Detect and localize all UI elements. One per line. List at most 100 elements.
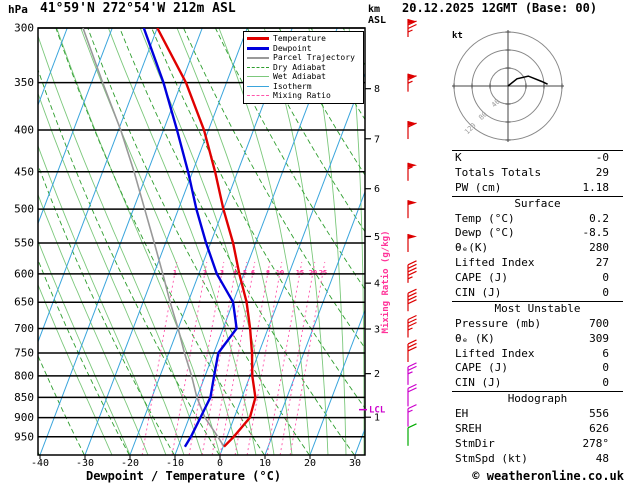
lcl-label: LCL [369,406,386,416]
isotherm-line [39,28,203,455]
table-row-value: 6 [602,346,609,360]
table-row-label: Dewp (°C) [455,226,515,240]
km-tick-label: 1 [374,413,380,424]
legend-row: Mixing Ratio [247,91,360,101]
temp-tick-label: -10 [166,458,184,469]
datetime-label: 20.12.2025 12GMT (Base: 00) [402,1,598,15]
wind-barb [407,260,417,283]
table-row: EH 556 [452,407,623,422]
km-tick-label: 6 [374,184,380,195]
legend-label: Parcel Trajectory [273,53,355,63]
mixing-ratio-value-label: 3 [220,269,224,277]
legend-row: Wet Adiabat [247,72,360,82]
parcel-trajectory-curve [82,28,225,448]
sounding-curves [82,28,257,448]
pressure-tick-label: 750 [14,346,34,359]
wind-barb [407,362,417,385]
pressure-unit-label: hPa [8,3,28,16]
pressure-tick-label: 700 [14,322,34,335]
legend-row: Dewpoint [247,44,360,54]
wind-barb [407,200,417,219]
wet-adiabat-line [38,92,185,455]
hodograph-ring-label: 120 [463,121,478,136]
table-row-label: Temp (°C) [455,211,515,225]
table-row-value: 556 [589,407,609,421]
pressure-tick-label: 350 [14,76,34,89]
table-row: Totals Totals 29 [452,166,623,181]
temp-tick-label: 10 [259,458,271,469]
legend-swatch [247,66,269,68]
table-row-value: 0 [602,286,609,300]
km-tick-label: 5 [374,232,380,243]
table-section: Most Unstable Pressure (mb) 700 θₑ (K) 309 Li… [452,300,623,391]
legend-row: Temperature [247,34,360,44]
wind-barb [407,339,417,362]
copyright-label: © weatheronline.co.uk [472,469,624,483]
temp-tick-label: 0 [217,458,223,469]
table-section: Surface Temp (°C) 0.2 Dewp (°C) -8.5 θₑ(K) 280… [452,195,623,301]
table-section: Hodograph EH 556 SREH 626 StmDir 278° StmSpd (k… [452,391,623,466]
pressure-tick-label: 600 [14,267,34,280]
mixing-ratio-value-label: 8 [266,269,270,277]
dry-adiabat-line [38,354,85,455]
table-row: StmDir 278° [452,437,623,452]
table-row: CIN (J) 0 [452,376,623,391]
wind-barb-column [407,19,417,446]
table-row-label: PW (cm) [455,180,502,194]
pressure-tick-label: 850 [14,391,34,404]
hodograph-unit-label: kt [452,31,463,41]
table-row-label: Lifted Index [455,346,535,360]
temperature-curve [156,28,257,448]
legend-row: Dry Adiabat [247,63,360,73]
table-row: CAPE (J) 0 [452,271,623,286]
wind-barb [407,423,417,446]
wind-barb [407,233,417,252]
table-row-value: 29 [595,165,609,179]
table-row-value: 48 [595,451,609,465]
mixing-ratio-value-label: 20 [309,269,317,277]
table-section-header: Surface [514,196,561,210]
temp-tick-label: -20 [121,458,139,469]
table-row-value: 0 [602,271,609,285]
table-section-header: Most Unstable [494,301,581,315]
pressure-tick-label: 800 [14,369,34,382]
table-row-value: 1.18 [582,180,610,194]
mixing-ratio-value-label: 4 [233,269,237,277]
temp-tick-label: -40 [31,458,49,469]
table-section: K -0 Totals Totals 29 PW (cm) 1.18 [452,150,623,196]
mixing-ratio-line [279,261,316,455]
legend-label: Wet Adiabat [273,72,326,82]
table-row: Dewp (°C) -8.5 [452,226,623,241]
isotherm-line [84,28,248,455]
isotherm-line [309,308,365,455]
mixing-ratio-value-label: 25 [319,269,327,277]
mixing-ratio-value-label: 15 [296,269,304,277]
wind-barb [407,121,417,140]
table-row-value: 0 [602,376,609,390]
asl-axis-label: ASL [368,15,386,26]
km-tick-label: 2 [374,369,380,380]
wind-barb [407,162,417,181]
legend-swatch [247,46,269,50]
isotherm-line [264,190,365,455]
table-row: CIN (J) 0 [452,286,623,301]
table-row: SREH 626 [452,422,623,437]
legend-label: Dewpoint [273,43,312,53]
table-row-value: -0 [595,151,609,164]
table-row-value: 278° [582,436,610,450]
table-row-label: StmDir [455,436,495,450]
pressure-tick-label: 400 [14,124,34,137]
legend: Temperature Dewpoint Parcel Trajectory Dry … [243,31,364,104]
mixing-ratio-line [201,261,238,455]
wind-barb [407,404,417,427]
dry-adiabat-line [38,68,220,455]
table-row-value: 700 [589,316,609,330]
table-row: K -0 [452,151,623,166]
mixing-ratio-value-label: 2 [203,269,207,277]
table-row-label: Totals Totals [455,165,542,179]
legend-swatch [247,85,269,87]
legend-swatch [247,95,269,97]
temp-tick-label: -30 [76,458,94,469]
